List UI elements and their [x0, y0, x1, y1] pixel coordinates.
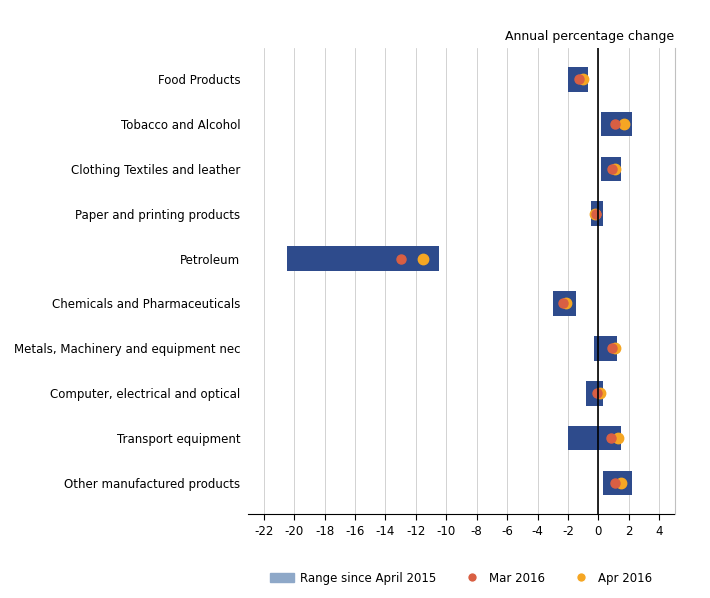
Text: Annual percentage change: Annual percentage change: [506, 29, 674, 42]
Bar: [603, 471, 632, 495]
Bar: [601, 157, 621, 181]
Bar: [594, 336, 617, 361]
Bar: [601, 112, 632, 136]
Legend: Range since April 2015, Mar 2016, Apr 2016: Range since April 2015, Mar 2016, Apr 20…: [266, 567, 657, 589]
Bar: [568, 67, 588, 91]
Bar: [568, 426, 621, 450]
Bar: [591, 202, 603, 226]
Bar: [586, 381, 603, 405]
Bar: [287, 246, 439, 271]
Bar: [553, 291, 576, 316]
